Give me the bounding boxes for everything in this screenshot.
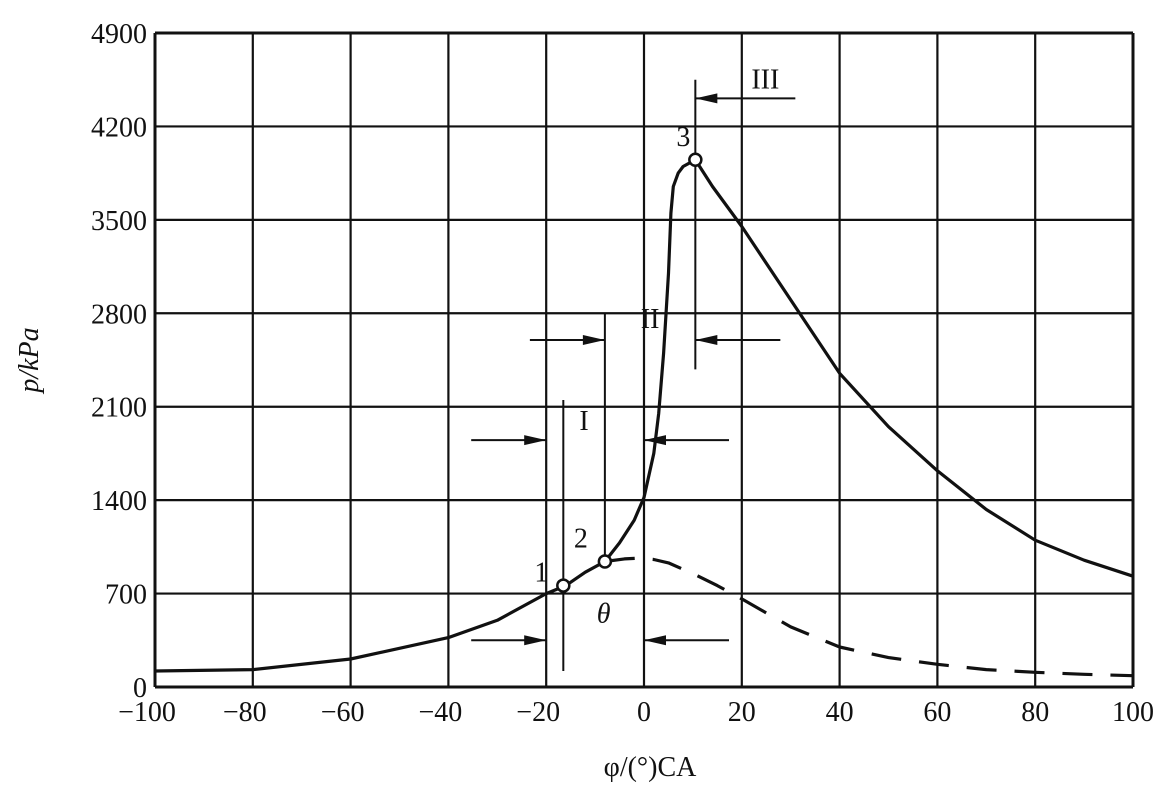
point-marker-2 <box>597 554 613 569</box>
interval-arrow-left-head <box>524 635 547 646</box>
x-tick-label: 80 <box>1021 697 1049 728</box>
interval-arrow-left-head <box>582 334 605 345</box>
interval-label: III <box>751 64 779 95</box>
combustion-curve <box>154 158 1134 673</box>
interval-arrow-left-head <box>524 435 547 446</box>
interval-arrow-III-head <box>695 93 718 104</box>
y-tick-label: 1400 <box>91 486 147 517</box>
y-tick-label: 3500 <box>91 206 147 237</box>
interval-label: I <box>579 406 588 437</box>
x-tick-label: 60 <box>923 697 951 728</box>
point-label: 1 <box>534 558 548 589</box>
x-tick-label: 40 <box>826 697 854 728</box>
interval-arrow-right-head <box>695 334 718 345</box>
y-tick-label: 700 <box>105 580 147 611</box>
point-marker-3 <box>688 152 703 168</box>
point-label: 3 <box>676 122 690 153</box>
y-tick-label: 4900 <box>91 19 147 50</box>
grid <box>153 31 1135 689</box>
y-tick-label: 2800 <box>91 299 147 330</box>
interval-label: θ <box>597 598 611 629</box>
point-marker-1 <box>556 578 571 593</box>
interval-label: II <box>641 304 660 335</box>
y-tick-label: 2100 <box>91 393 147 424</box>
x-tick-label: −20 <box>516 697 560 728</box>
series-layer <box>154 158 1134 678</box>
motoring-curve <box>604 556 1134 678</box>
x-axis-label: φ/(°)CA <box>604 752 697 783</box>
y-tick-label: 0 <box>133 673 147 704</box>
x-tick-label: −100 <box>118 697 176 728</box>
y-axis-label: p/kPa <box>14 327 45 394</box>
point-label: 2 <box>574 524 588 555</box>
interval-arrow-right-head <box>644 435 666 446</box>
x-tick-label: 0 <box>637 697 651 728</box>
x-tick-label: −60 <box>321 697 365 728</box>
tick-labels: −100 −80 −60 −40 −20 0 20 40 60 80 100 0 700 1400 2100… <box>91 19 1154 728</box>
x-tick-label: 100 <box>1112 697 1154 728</box>
x-tick-label: −40 <box>419 697 463 728</box>
y-tick-label: 4200 <box>91 112 147 143</box>
x-tick-label: −80 <box>223 697 267 728</box>
interval-arrow-right-head <box>644 635 666 646</box>
x-tick-label: 20 <box>728 697 756 728</box>
